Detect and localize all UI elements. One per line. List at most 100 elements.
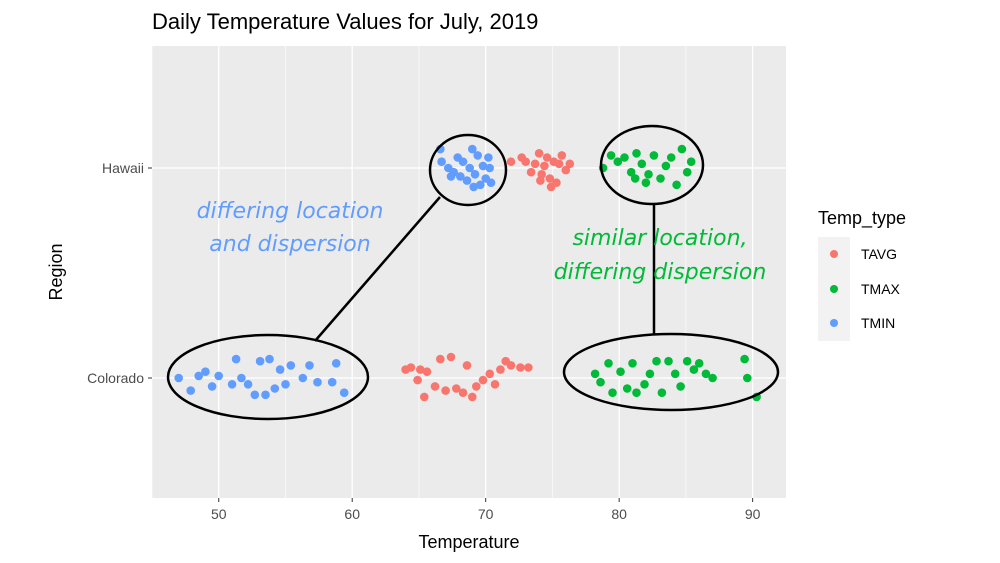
point-tmax [682, 167, 692, 177]
point-tmin [484, 153, 493, 162]
point-tmin [465, 163, 475, 173]
point-tavg [430, 382, 440, 391]
point-tmin [275, 365, 285, 374]
point-tmax [637, 159, 647, 169]
legend-title: Temp_type [818, 208, 906, 229]
point-tmin [270, 384, 280, 393]
point-tmax [708, 373, 717, 383]
point-tmin [174, 373, 183, 383]
point-tmin [446, 172, 456, 181]
point-tmin [298, 373, 308, 383]
point-tmax [626, 167, 636, 177]
point-tavg [524, 363, 533, 372]
point-tmin [255, 356, 265, 366]
y-axis-title: Region [46, 243, 66, 300]
point-tavg [462, 361, 472, 370]
point-tmax [604, 359, 613, 368]
point-tavg [526, 167, 536, 177]
x-tick-label: 60 [344, 506, 360, 522]
point-tmax [652, 356, 661, 366]
point-tmax [682, 356, 692, 366]
point-tavg [478, 375, 488, 385]
legend-label-tmin: TMIN [861, 315, 895, 331]
point-tmin [469, 182, 479, 192]
point-tavg [540, 161, 549, 171]
x-tick-label: 90 [745, 506, 761, 522]
point-tavg [545, 174, 555, 183]
point-tmax [645, 369, 655, 379]
point-tmin [458, 157, 468, 166]
point-tmin [468, 144, 477, 154]
point-tmax [666, 153, 676, 162]
point-tmin [237, 373, 246, 383]
point-tavg [446, 352, 456, 362]
point-tmin [476, 180, 485, 190]
point-tmin [261, 390, 270, 400]
point-tavg [441, 386, 450, 395]
point-tmax [640, 380, 649, 389]
point-tmax [656, 174, 665, 183]
x-axis-title: Temperature [418, 532, 519, 552]
point-tmax [628, 359, 637, 368]
point-tavg [536, 176, 545, 185]
point-tavg [516, 363, 525, 372]
y-tick-label: Hawaii [102, 160, 144, 176]
point-tavg [490, 380, 500, 389]
point-tmin [243, 380, 253, 389]
point-tmax [649, 151, 659, 160]
point-tmax [664, 356, 673, 366]
point-tmin [231, 354, 241, 364]
point-tmin [186, 386, 195, 395]
point-tmin [313, 377, 322, 387]
chart-title: Daily Temperature Values for July, 2019 [152, 9, 538, 34]
point-tmax [689, 365, 699, 374]
point-tavg [565, 159, 575, 169]
annotation-tmax-line2: differing dispersion [554, 260, 767, 285]
point-tavg [420, 392, 429, 402]
point-tmin [286, 361, 296, 370]
point-tavg [521, 157, 530, 166]
hawaii-tmin-circle [428, 133, 508, 207]
point-tmax [740, 354, 749, 364]
point-tmin [473, 151, 483, 160]
y-tick-label: Colorado [87, 370, 144, 386]
point-tmin [305, 361, 314, 370]
point-tmax [632, 149, 641, 158]
legend-key-tavg [830, 250, 838, 258]
point-tmin [214, 371, 223, 381]
plot-panel [152, 46, 786, 498]
point-tmin [250, 390, 260, 400]
point-tavg [472, 382, 481, 391]
point-tmax [590, 369, 600, 379]
point-tavg [452, 384, 461, 393]
point-tmax [608, 388, 617, 398]
point-tmin [207, 382, 217, 391]
point-tmax [701, 369, 711, 379]
point-tavg [406, 363, 416, 372]
data-points [174, 144, 761, 402]
point-tmax [694, 359, 704, 368]
point-tmin [478, 161, 488, 171]
point-tmax [672, 180, 681, 190]
point-tmax [613, 157, 623, 166]
annotation-tmin-line1: differing location [197, 199, 384, 224]
legend: Temp_type TAVG TMAX TMIN [818, 208, 906, 341]
point-tavg [542, 153, 552, 162]
annotation-overlay [166, 124, 780, 421]
point-tmax [632, 388, 641, 398]
point-tmax [616, 367, 625, 377]
point-tavg [416, 365, 425, 374]
point-tavg [422, 367, 432, 377]
point-tmin [437, 157, 446, 166]
point-tmax [657, 388, 667, 398]
point-tmax [622, 384, 632, 393]
point-tmin [201, 367, 210, 377]
annotation-tmin-line2: and dispersion [209, 232, 370, 257]
annotation-tmax-line1: similar location, [572, 226, 747, 251]
x-tick-label: 80 [611, 506, 627, 522]
point-tmax [661, 161, 671, 171]
legend-label-tmax: TMAX [861, 281, 901, 297]
point-tmax [686, 157, 696, 166]
point-tmin [331, 359, 341, 368]
